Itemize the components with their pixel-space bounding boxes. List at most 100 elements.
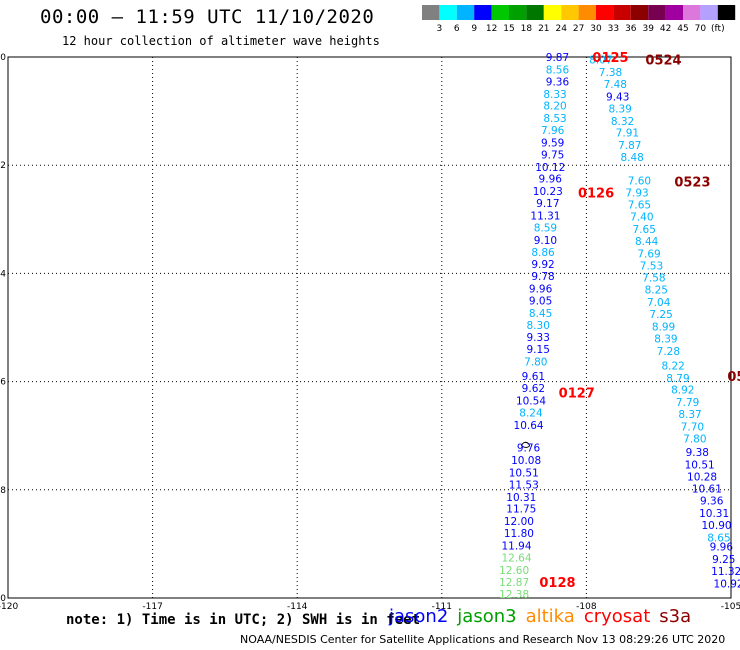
swh-value-right-track: 7.48	[604, 79, 627, 91]
swh-value-left-track: 8.86	[531, 247, 555, 259]
swh-value-left-track: 12.60	[499, 565, 529, 577]
swh-value-right-track: 7.40	[630, 212, 653, 224]
lat-tick-label: -28	[0, 486, 6, 496]
pass-id-label: 0125	[592, 51, 628, 66]
swh-value-left-track: 12.38	[499, 589, 529, 601]
swh-value-left-track: 8.45	[529, 308, 552, 320]
swh-value-right-track: 7.65	[628, 200, 651, 212]
swh-value-left-track: 8.24	[519, 407, 543, 419]
lat-tick-label: -30	[0, 594, 6, 604]
colorbar-label: 70	[695, 24, 707, 34]
pass-id-label: 0524	[645, 54, 681, 69]
colorbar-swatch	[665, 5, 683, 20]
lon-tick-label: -111	[432, 602, 452, 612]
swh-value-right-track: 8.39	[608, 103, 631, 115]
swh-value-right-track: 9.96	[710, 542, 734, 554]
swh-value-left-track: 9.05	[529, 295, 552, 307]
swh-value-right-track: 10.92	[714, 578, 740, 590]
colorbar-swatch	[439, 5, 457, 20]
swh-value-left-track: 9.62	[522, 383, 545, 395]
swh-value-left-track: 9.10	[534, 235, 557, 247]
swh-value-left-track: 10.23	[533, 186, 563, 198]
swh-value-left-track: 9.87	[546, 52, 569, 64]
swh-value-right-track: 7.87	[618, 140, 641, 152]
swh-value-left-track: 9.15	[527, 344, 550, 356]
lon-tick-label: -120	[0, 602, 18, 612]
colorbar-swatch	[509, 5, 527, 20]
swh-value-right-track: 8.99	[652, 321, 675, 333]
pass-id-label: 0523	[674, 175, 710, 190]
swh-value-right-track: 8.32	[611, 116, 634, 128]
legend-item-cryosat: cryosat	[583, 606, 651, 627]
pass-id-label: 0522	[727, 370, 740, 385]
swh-value-right-track: 8.79	[666, 373, 689, 385]
swh-value-left-track: 9.75	[541, 149, 564, 161]
colorbar-label: 6	[454, 24, 460, 34]
swh-value-left-track: 9.17	[536, 198, 559, 210]
legend-item-s3a: s3a	[659, 606, 692, 627]
swh-value-right-track: 8.48	[620, 152, 643, 164]
swh-value-right-track: 10.31	[699, 508, 729, 520]
swh-value-left-track: 11.75	[506, 504, 536, 516]
colorbar-label: 33	[608, 24, 619, 34]
swh-value-right-track: 7.93	[625, 187, 648, 199]
swh-value-right-track: 11.32	[711, 566, 740, 578]
satellite-legend: jason2 jason3 altika cryosat s3a	[389, 606, 700, 627]
swh-value-left-track: 10.64	[514, 420, 544, 432]
swh-value-left-track: 8.20	[543, 101, 566, 113]
swh-value-right-track: 10.51	[685, 459, 715, 471]
swh-value-right-track: 8.65	[707, 532, 730, 544]
swh-value-right-track: 7.79	[676, 397, 699, 409]
swh-value-left-track: 9.96	[529, 284, 553, 296]
swh-value-left-track: 9.96	[539, 174, 563, 186]
lon-tick-label: -105	[721, 602, 740, 612]
colorbar-swatch	[491, 5, 509, 20]
colorbar-label: (ft)	[711, 24, 725, 34]
swh-value-right-track: 7.80	[683, 433, 706, 445]
colorbar-label: 12	[486, 24, 497, 34]
swh-value-right-track: 7.65	[633, 224, 656, 236]
colorbar-swatch	[700, 5, 718, 20]
colorbar-swatch	[613, 5, 631, 20]
swh-value-right-track: 9.43	[606, 91, 629, 103]
swh-value-left-track: 8.59	[534, 222, 557, 234]
lat-tick-label: -22	[0, 161, 6, 171]
map-frame	[7, 56, 732, 599]
colorbar-swatch	[474, 5, 492, 20]
map-subtitle: 12 hour collection of altimeter wave hei…	[62, 34, 380, 48]
colorbar-label: 27	[573, 24, 584, 34]
swh-value-left-track: 9.36	[546, 76, 570, 88]
colorbar-swatch	[456, 5, 475, 20]
credit-line: NOAA/NESDIS Center for Satellite Applica…	[240, 633, 726, 646]
lon-tick-label: -117	[142, 602, 162, 612]
swh-value-right-track: 8.07	[589, 55, 612, 67]
colorbar-swatch	[683, 5, 701, 20]
colorbar-swatch	[561, 5, 579, 20]
swh-value-right-track: 8.25	[645, 285, 668, 297]
colorbar-swatch	[648, 5, 666, 20]
swh-value-left-track: 9.59	[541, 137, 564, 149]
swh-value-left-track: 7.80	[524, 357, 547, 369]
swh-value-left-track: 7.96	[541, 125, 565, 137]
swh-value-left-track: 12.64	[501, 552, 531, 564]
swh-value-right-track: 8.44	[635, 236, 659, 248]
swh-value-left-track: 11.94	[501, 541, 531, 553]
swh-value-left-track: 8.30	[527, 320, 550, 332]
swh-value-right-track: 9.36	[700, 496, 724, 508]
swh-value-left-track: 9.78	[531, 271, 554, 283]
swh-value-left-track: 9.92	[531, 259, 554, 271]
swh-value-right-track: 8.92	[671, 385, 694, 397]
colorbar-swatch	[543, 5, 562, 20]
colorbar-swatch	[630, 5, 649, 20]
colorbar-swatch	[422, 5, 440, 20]
legend-item-jason2: jason2	[389, 606, 449, 627]
pass-id-label: 0128	[539, 576, 575, 591]
swh-value-right-track: 7.58	[642, 273, 665, 285]
swh-value-right-track: 8.22	[661, 360, 684, 372]
lat-tick-label: -20	[0, 53, 6, 63]
swh-value-right-track: 9.38	[686, 447, 709, 459]
legend-item-altika: altika	[525, 606, 575, 627]
lat-tick-label: -24	[0, 269, 6, 279]
swh-value-left-track: 8.33	[543, 89, 566, 101]
swh-value-left-track: 10.51	[509, 467, 539, 479]
